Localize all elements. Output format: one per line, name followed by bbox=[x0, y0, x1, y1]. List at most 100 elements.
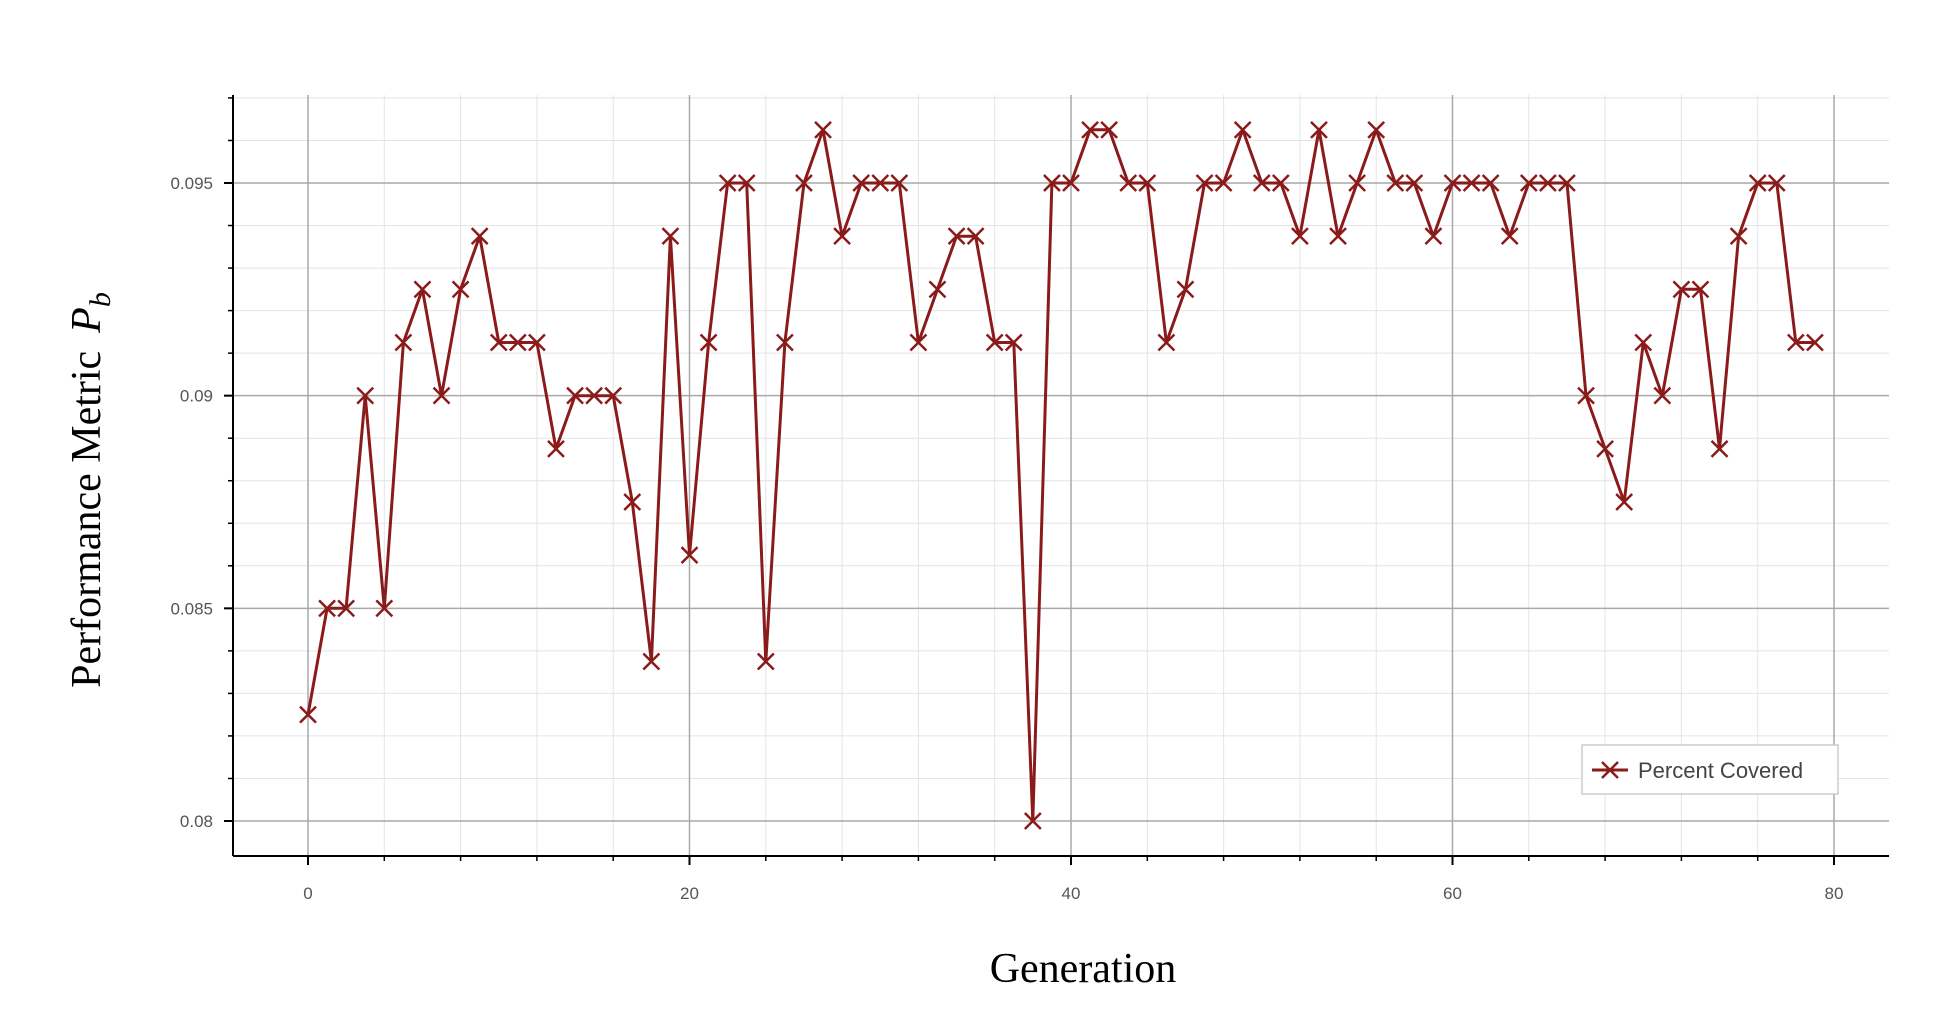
data-point-marker bbox=[1348, 174, 1367, 192]
data-point-marker bbox=[470, 227, 489, 246]
data-point-marker bbox=[356, 386, 375, 405]
data-point-marker bbox=[1214, 174, 1233, 192]
data-point-marker bbox=[699, 333, 718, 352]
data-point-marker bbox=[1405, 174, 1424, 192]
y-axis-title-symbol: P bbox=[64, 307, 110, 334]
data-point-marker bbox=[508, 333, 527, 352]
data-point-marker bbox=[1367, 120, 1386, 139]
data-point-marker bbox=[1786, 333, 1805, 352]
data-point-marker bbox=[1138, 174, 1157, 192]
data-point-marker bbox=[375, 599, 394, 618]
data-point-marker bbox=[394, 333, 413, 352]
y-tick-label: 0.08 bbox=[180, 812, 213, 831]
data-point-marker bbox=[1157, 333, 1176, 352]
data-point-marker bbox=[1176, 280, 1195, 299]
data-point-marker bbox=[1767, 174, 1786, 192]
data-point-marker bbox=[489, 333, 508, 352]
data-point-marker bbox=[1271, 174, 1290, 192]
data-point-marker bbox=[814, 120, 832, 139]
data-point-marker bbox=[1081, 120, 1099, 139]
plot-background bbox=[232, 95, 1889, 856]
data-point-marker bbox=[1386, 174, 1405, 192]
data-point-marker bbox=[833, 227, 851, 246]
data-point-marker bbox=[1252, 174, 1271, 192]
data-point-marker bbox=[413, 280, 432, 299]
data-point-marker bbox=[1119, 174, 1138, 192]
y-tick-label: 0.09 bbox=[180, 387, 213, 406]
data-point-marker bbox=[966, 227, 985, 246]
data-point-marker bbox=[871, 174, 890, 192]
data-point-marker bbox=[1043, 174, 1061, 192]
data-point-marker bbox=[775, 333, 794, 352]
data-point-marker bbox=[1443, 174, 1462, 192]
data-point-marker bbox=[718, 174, 737, 192]
axes bbox=[232, 95, 1889, 857]
data-point-marker bbox=[1577, 386, 1595, 405]
legend-label: Percent Covered bbox=[1638, 758, 1803, 783]
x-tick-label: 20 bbox=[680, 884, 699, 903]
data-point-marker bbox=[947, 227, 966, 246]
data-point-marker bbox=[1291, 227, 1309, 246]
y-tick-label: 0.095 bbox=[170, 174, 213, 193]
data-point-marker bbox=[928, 280, 947, 299]
data-point-marker bbox=[1538, 174, 1557, 192]
data-point-marker bbox=[1519, 174, 1538, 192]
y-axis-title-text: Performance Metric bbox=[64, 351, 110, 688]
data-point-marker bbox=[299, 705, 317, 724]
data-point-marker bbox=[1195, 174, 1214, 192]
data-point-marker bbox=[623, 493, 642, 511]
y-axis-title-subscript: b bbox=[84, 292, 117, 307]
data-point-marker bbox=[985, 333, 1004, 352]
data-point-marker bbox=[737, 174, 756, 192]
data-point-marker bbox=[585, 386, 604, 405]
data-point-marker bbox=[528, 333, 546, 352]
y-axis-title: Performance Metric Pb bbox=[64, 292, 117, 688]
data-point-marker bbox=[642, 652, 661, 671]
data-point-marker bbox=[1004, 333, 1023, 352]
data-point-marker bbox=[604, 386, 623, 405]
data-point-marker bbox=[1729, 227, 1748, 246]
data-point-marker bbox=[909, 333, 928, 352]
data-point-marker bbox=[1806, 333, 1824, 352]
data-point-marker bbox=[1424, 227, 1443, 246]
x-tick-label: 60 bbox=[1443, 884, 1462, 903]
data-point-marker bbox=[1023, 812, 1042, 830]
axis-ticks: 0 20 40 60 80 0.08 0.085 0.09 0.095 bbox=[170, 97, 1844, 903]
x-tick-label: 0 bbox=[303, 884, 312, 903]
data-point-marker bbox=[1310, 120, 1328, 139]
data-point-marker bbox=[1596, 439, 1614, 458]
data-point-marker bbox=[756, 652, 775, 671]
data-point-marker bbox=[1100, 120, 1119, 139]
x-tick-label: 80 bbox=[1825, 884, 1844, 903]
data-point-marker bbox=[1634, 333, 1653, 352]
data-point-marker bbox=[1653, 386, 1672, 405]
data-point-marker bbox=[337, 599, 356, 618]
data-point-marker bbox=[680, 546, 699, 565]
data-point-marker bbox=[566, 386, 584, 405]
data-point-marker bbox=[852, 174, 871, 192]
legend-marker-x-icon bbox=[1601, 761, 1619, 779]
y-tick-label: 0.085 bbox=[170, 599, 213, 618]
series-group bbox=[299, 120, 1824, 830]
series-line bbox=[306, 128, 1815, 823]
data-point-marker bbox=[661, 227, 680, 246]
data-point-marker bbox=[1558, 174, 1576, 192]
data-point-marker bbox=[1672, 280, 1691, 299]
data-point-marker bbox=[547, 439, 565, 458]
data-point-marker bbox=[432, 386, 451, 405]
data-point-marker bbox=[1462, 174, 1481, 192]
x-tick-label: 40 bbox=[1062, 884, 1081, 903]
legend: Percent Covered bbox=[1581, 744, 1839, 795]
data-point-marker bbox=[1062, 174, 1080, 192]
data-point-marker bbox=[1710, 439, 1729, 458]
data-point-marker bbox=[1329, 227, 1347, 246]
data-point-marker bbox=[1500, 227, 1519, 246]
data-point-marker bbox=[1691, 280, 1710, 299]
data-point-marker bbox=[1481, 174, 1500, 192]
data-point-marker bbox=[1615, 493, 1634, 511]
data-point-marker bbox=[1748, 174, 1767, 192]
data-point-marker bbox=[890, 174, 909, 192]
data-point-marker bbox=[795, 174, 813, 192]
x-axis-title: Generation bbox=[990, 946, 1177, 992]
